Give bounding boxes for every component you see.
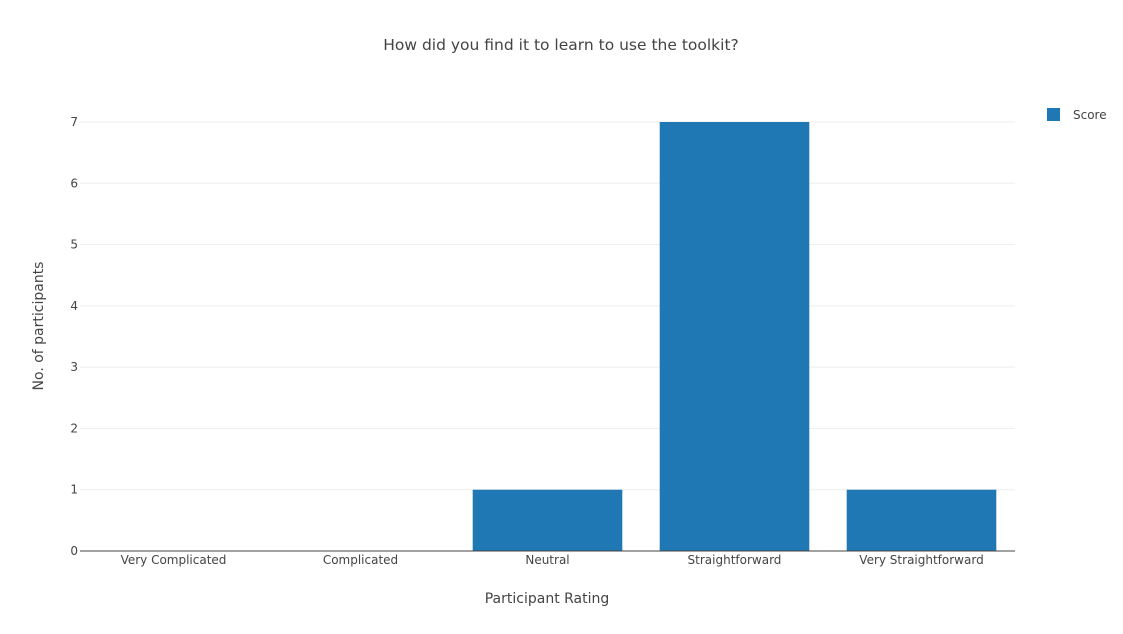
legend-label-score: Score <box>1073 108 1107 122</box>
x-tick-label-2: Neutral <box>525 553 569 567</box>
y-tick-label-0: 0 <box>70 544 78 558</box>
legend: Score <box>1047 108 1107 122</box>
y-tick-labels: 0 1 2 3 4 5 6 7 <box>70 115 78 558</box>
x-tick-label-1: Complicated <box>323 553 398 567</box>
bar-3 <box>659 122 810 551</box>
y-tick-label-7: 7 <box>70 115 78 129</box>
y-tick-label-3: 3 <box>70 360 78 374</box>
x-tick-label-4: Very Straightforward <box>859 553 983 567</box>
y-tick-label-4: 4 <box>70 299 78 313</box>
y-tick-label-5: 5 <box>70 238 78 252</box>
x-tick-label-3: Straightforward <box>688 553 782 567</box>
y-axis-title: No. of participants <box>31 262 47 391</box>
x-tick-label-0: Very Complicated <box>121 553 227 567</box>
x-tick-labels: Very Complicated Complicated Neutral Straig… <box>121 553 984 567</box>
bars <box>472 122 997 551</box>
bar-4 <box>846 489 997 551</box>
chart-title: How did you find it to learn to use the … <box>383 36 739 54</box>
gridlines <box>80 121 1015 491</box>
legend-swatch-score <box>1047 108 1060 121</box>
y-tick-label-6: 6 <box>70 176 78 190</box>
y-tick-label-1: 1 <box>70 483 78 497</box>
x-axis-title: Participant Rating <box>485 591 610 607</box>
bar-2 <box>472 489 623 551</box>
y-tick-label-2: 2 <box>70 421 78 435</box>
